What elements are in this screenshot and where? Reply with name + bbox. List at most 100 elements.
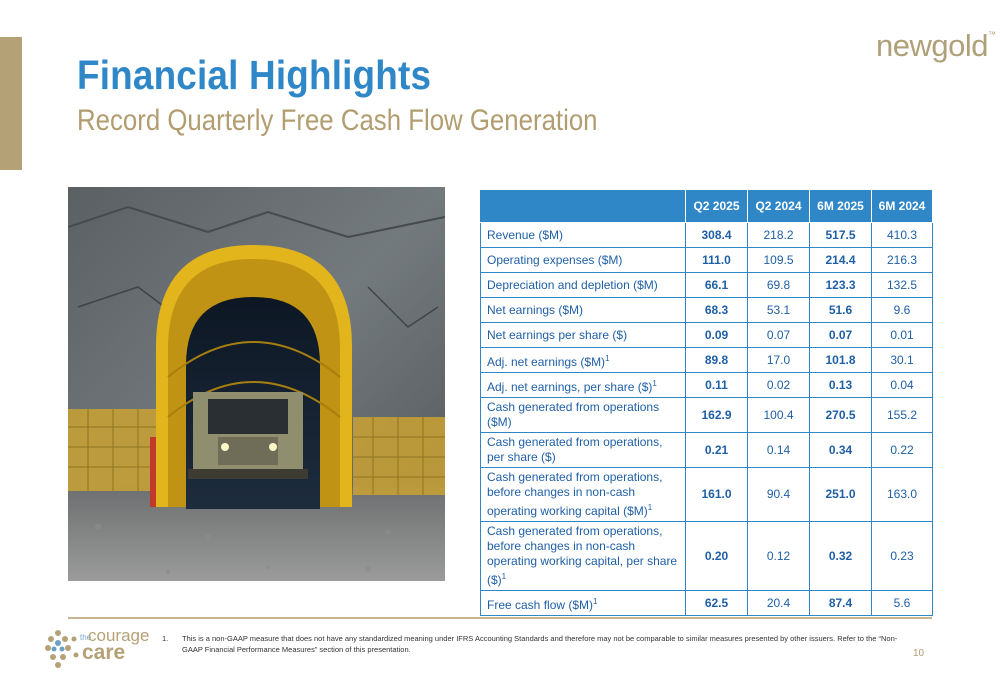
- table-row: Revenue ($M) 308.4 218.2 517.5 410.3: [480, 222, 933, 248]
- table-row: Adj. net earnings ($M)1 89.8 17.0 101.8 …: [480, 347, 933, 373]
- row-label-text: Net earnings ($M): [487, 302, 584, 317]
- table-row: Net earnings ($M) 68.3 53.1 51.6 9.6: [480, 297, 933, 323]
- logo-text: newgold: [876, 28, 988, 63]
- row-label-text: Cash generated from operations, before c…: [487, 524, 678, 587]
- cell-q2-2025: 0.21: [685, 432, 748, 468]
- cell-q2-2024: 0.14: [747, 432, 810, 468]
- cell-6m-2025: 0.32: [809, 521, 872, 591]
- row-label-text: Operating expenses ($M): [487, 252, 623, 267]
- cell-q2-2024: 100.4: [747, 397, 810, 433]
- campaign-care: care: [82, 641, 126, 664]
- cell-6m-2024: 0.22: [871, 432, 933, 468]
- table-row: Depreciation and depletion ($M) 66.1 69.…: [480, 272, 933, 298]
- cell-6m-2025: 270.5: [809, 397, 872, 433]
- row-label: Depreciation and depletion ($M): [480, 272, 686, 298]
- cell-6m-2024: 216.3: [871, 247, 933, 273]
- cell-q2-2024: 90.4: [747, 467, 810, 522]
- row-label-text: Cash generated from operations ($M): [487, 400, 660, 429]
- table-row: Free cash flow ($M)1 62.5 20.4 87.4 5.6: [480, 590, 933, 616]
- cell-q2-2025: 308.4: [685, 222, 748, 248]
- table-row: Cash generated from operations, per shar…: [480, 432, 933, 468]
- footnote-marker: 1: [501, 572, 507, 581]
- cell-6m-2024: 163.0: [871, 467, 933, 522]
- footnote-number: 1.: [162, 634, 169, 643]
- table-row: Net earnings per share ($) 0.09 0.07 0.0…: [480, 322, 933, 348]
- cell-q2-2024: 0.07: [747, 322, 810, 348]
- row-label-text: Cash generated from operations, before c…: [487, 470, 663, 518]
- cell-q2-2025: 0.11: [685, 372, 748, 398]
- row-label-text: Free cash flow ($M): [487, 597, 594, 612]
- row-label-text: Depreciation and depletion ($M): [487, 277, 658, 292]
- cell-q2-2024: 20.4: [747, 590, 810, 616]
- table-header-row: Q2 2025 Q2 2024 6M 2025 6M 2024: [480, 189, 933, 223]
- footnote-marker: 1: [593, 596, 598, 606]
- column-header-q2-2024: Q2 2024: [747, 189, 810, 223]
- row-label: Revenue ($M): [480, 222, 686, 248]
- cell-q2-2025: 161.0: [685, 467, 748, 522]
- mine-tunnel-photo: [68, 187, 445, 581]
- cell-q2-2024: 17.0: [747, 347, 810, 373]
- page-subtitle: Record Quarterly Free Cash Flow Generati…: [77, 104, 598, 137]
- cell-q2-2024: 218.2: [747, 222, 810, 248]
- accent-bar: [0, 37, 22, 170]
- campaign-the: the: [80, 633, 92, 642]
- cell-6m-2025: 214.4: [809, 247, 872, 273]
- cell-6m-2025: 51.6: [809, 297, 872, 323]
- cell-6m-2024: 410.3: [871, 222, 933, 248]
- row-label: Cash generated from operations, before c…: [480, 521, 686, 591]
- cell-q2-2025: 0.20: [685, 521, 748, 591]
- cell-q2-2024: 109.5: [747, 247, 810, 273]
- table-row: Cash generated from operations ($M) 162.…: [480, 397, 933, 433]
- cell-q2-2025: 68.3: [685, 297, 748, 323]
- cell-6m-2025: 0.13: [809, 372, 872, 398]
- cell-q2-2025: 162.9: [685, 397, 748, 433]
- row-label: Cash generated from operations, before c…: [480, 467, 686, 522]
- cell-6m-2024: 155.2: [871, 397, 933, 433]
- column-header-q2-2025: Q2 2025: [685, 189, 748, 223]
- table-row: Operating expenses ($M) 111.0 109.5 214.…: [480, 247, 933, 273]
- row-label-text: Revenue ($M): [487, 227, 564, 242]
- cell-6m-2024: 30.1: [871, 347, 933, 373]
- row-label: Net earnings per share ($): [480, 322, 686, 348]
- cell-6m-2024: 0.23: [871, 521, 933, 591]
- footnote: 1. This is a non-GAAP measure that does …: [162, 633, 902, 655]
- table-row: Cash generated from operations, before c…: [480, 521, 933, 591]
- row-label: Adj. net earnings ($M)1: [480, 347, 686, 373]
- cell-q2-2024: 0.02: [747, 372, 810, 398]
- row-label-text: Adj. net earnings ($M): [487, 354, 606, 369]
- footer-divider: [68, 617, 932, 619]
- table-row: Adj. net earnings, per share ($)1 0.11 0…: [480, 372, 933, 398]
- cell-6m-2024: 9.6: [871, 297, 933, 323]
- cell-q2-2024: 69.8: [747, 272, 810, 298]
- footnote-marker: 1: [605, 353, 610, 363]
- row-label: Net earnings ($M): [480, 297, 686, 323]
- page-title: Financial Highlights: [77, 52, 432, 98]
- cell-6m-2024: 132.5: [871, 272, 933, 298]
- cell-6m-2024: 0.04: [871, 372, 933, 398]
- cell-6m-2024: 0.01: [871, 322, 933, 348]
- column-header-6m-2025: 6M 2025: [809, 189, 872, 223]
- page-number: 10: [913, 648, 925, 659]
- footnote-text: This is a non-GAAP measure that does not…: [182, 634, 898, 654]
- footnote-marker: 1: [652, 378, 657, 388]
- cell-q2-2024: 0.12: [747, 521, 810, 591]
- newgold-logo: newgold™: [876, 28, 996, 64]
- cell-6m-2025: 251.0: [809, 467, 872, 522]
- row-label: Adj. net earnings, per share ($)1: [480, 372, 686, 398]
- financial-highlights-table: Q2 2025 Q2 2024 6M 2025 6M 2024 Revenue …: [480, 189, 933, 616]
- table-row: Cash generated from operations, before c…: [480, 467, 933, 522]
- cell-6m-2024: 5.6: [871, 590, 933, 616]
- cell-6m-2025: 123.3: [809, 272, 872, 298]
- cell-q2-2025: 62.5: [685, 590, 748, 616]
- cell-q2-2025: 89.8: [685, 347, 748, 373]
- cell-6m-2025: 87.4: [809, 590, 872, 616]
- campaign-courage: courage: [88, 626, 150, 645]
- cell-q2-2025: 111.0: [685, 247, 748, 273]
- cell-q2-2025: 66.1: [685, 272, 748, 298]
- financial-table-container: Q2 2025 Q2 2024 6M 2025 6M 2024 Revenue …: [480, 189, 933, 616]
- row-label: Operating expenses ($M): [480, 247, 686, 273]
- row-label-text: Cash generated from operations, per shar…: [487, 435, 663, 464]
- row-label: Free cash flow ($M)1: [480, 590, 686, 616]
- row-label: Cash generated from operations ($M): [480, 397, 686, 433]
- logo-trademark: ™: [987, 30, 996, 39]
